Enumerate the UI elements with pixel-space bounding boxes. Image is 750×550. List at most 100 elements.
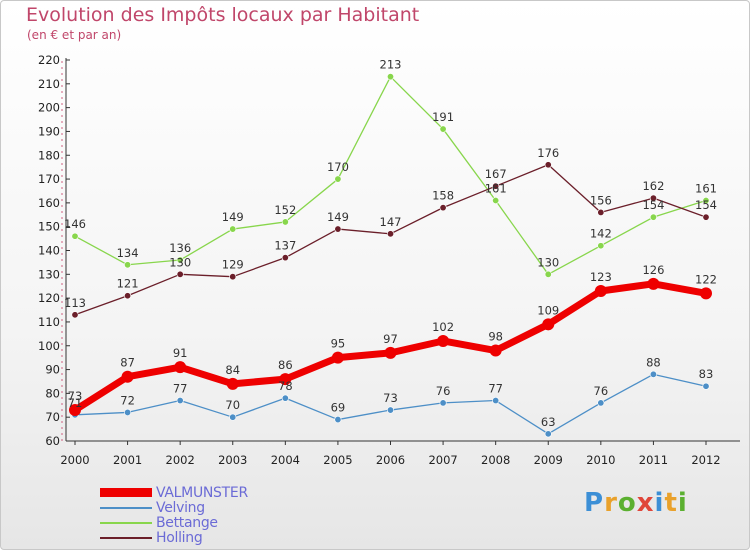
point-bettange	[176, 256, 184, 264]
y-tick-label: 90	[45, 363, 60, 377]
point-holling	[71, 311, 79, 319]
x-tick-label: 2000	[60, 453, 89, 467]
data-label-valmunster: 98	[488, 330, 503, 344]
y-tick-label: 100	[38, 339, 60, 353]
y-tick-label: 150	[38, 220, 60, 234]
data-label-velving: 83	[699, 367, 714, 381]
point-velving	[649, 370, 657, 378]
y-tick-label: 80	[45, 386, 60, 400]
legend-label-valmunster: VALMUNSTER	[156, 484, 248, 501]
legend-item-velving: Velving	[100, 500, 248, 516]
data-label-velving: 70	[225, 398, 240, 412]
data-label-holling: 129	[222, 258, 244, 272]
data-label-bettange: 134	[117, 246, 139, 260]
y-tick-label: 160	[38, 196, 60, 210]
data-label-valmunster: 97	[383, 332, 398, 346]
point-velving	[544, 430, 552, 438]
y-tick-label: 210	[38, 77, 60, 91]
point-velving	[702, 382, 710, 390]
point-valmunster	[437, 334, 450, 347]
data-label-velving: 78	[278, 379, 293, 393]
y-tick-label: 60	[45, 434, 60, 448]
data-label-valmunster: 87	[120, 356, 135, 370]
data-label-bettange: 146	[64, 217, 86, 231]
point-valmunster	[594, 284, 607, 297]
x-tick-label: 2012	[691, 453, 720, 467]
x-tick-label: 2002	[166, 453, 195, 467]
point-velving	[334, 416, 342, 424]
data-label-bettange: 191	[432, 110, 454, 124]
point-valmunster	[647, 277, 660, 290]
data-label-velving: 88	[646, 355, 661, 369]
legend: VALMUNSTER Velving Bettange Holling	[100, 484, 248, 546]
y-tick-label: 70	[45, 410, 60, 424]
point-bettange	[124, 261, 132, 269]
x-tick-label: 2003	[218, 453, 247, 467]
data-label-velving: 72	[120, 393, 135, 407]
point-bettange	[229, 225, 237, 233]
data-label-valmunster: 102	[432, 320, 454, 334]
legend-swatch-velving	[100, 506, 152, 509]
data-label-velving: 76	[436, 384, 451, 398]
proxiti-logo: Proxiti	[584, 488, 688, 518]
data-label-valmunster: 95	[331, 337, 346, 351]
data-label-valmunster: 86	[278, 358, 293, 372]
point-valmunster	[174, 361, 187, 374]
point-bettange	[544, 270, 552, 278]
data-label-holling: 154	[695, 198, 717, 212]
data-label-bettange: 136	[169, 241, 191, 255]
y-tick-label: 220	[38, 53, 60, 67]
point-holling	[649, 194, 657, 202]
data-label-valmunster: 84	[225, 363, 240, 377]
point-velving	[176, 397, 184, 405]
data-label-bettange: 152	[274, 203, 296, 217]
legend-swatch-valmunster	[100, 488, 152, 497]
x-tick-label: 2009	[534, 453, 563, 467]
data-label-holling: 130	[169, 255, 191, 269]
data-label-velving: 77	[488, 382, 503, 396]
point-holling	[229, 273, 237, 281]
data-label-holling: 176	[537, 146, 559, 160]
y-tick-label: 140	[38, 244, 60, 258]
point-velving	[439, 399, 447, 407]
legend-item-bettange: Bettange	[100, 515, 248, 531]
data-label-holling: 147	[380, 215, 402, 229]
point-bettange	[71, 232, 79, 240]
data-label-valmunster: 109	[537, 303, 559, 317]
legend-swatch-holling	[100, 536, 152, 539]
point-valmunster	[542, 318, 555, 331]
data-label-velving: 71	[68, 396, 83, 410]
data-label-holling: 158	[432, 189, 454, 203]
point-valmunster	[384, 346, 397, 359]
y-tick-label: 110	[38, 315, 60, 329]
point-holling	[176, 270, 184, 278]
data-label-bettange: 161	[695, 181, 717, 195]
x-tick-label: 2007	[428, 453, 457, 467]
point-bettange	[439, 125, 447, 133]
data-label-velving: 76	[594, 384, 609, 398]
x-tick-label: 2008	[481, 453, 510, 467]
legend-item-holling: Holling	[100, 529, 248, 546]
y-tick-label: 180	[38, 148, 60, 162]
legend-item-valmunster: VALMUNSTER	[100, 484, 248, 501]
point-bettange	[281, 218, 289, 226]
data-label-valmunster: 122	[695, 272, 717, 286]
point-bettange	[386, 73, 394, 81]
point-holling	[597, 208, 605, 216]
data-label-velving: 73	[383, 391, 398, 405]
y-tick-label: 200	[38, 101, 60, 115]
y-tick-label: 190	[38, 124, 60, 138]
point-bettange	[334, 175, 342, 183]
x-tick-label: 2004	[271, 453, 300, 467]
point-holling	[281, 254, 289, 262]
legend-label-holling: Holling	[156, 529, 203, 546]
point-bettange	[702, 196, 710, 204]
point-holling	[124, 292, 132, 300]
point-velving	[492, 397, 500, 405]
point-holling	[492, 182, 500, 190]
point-velving	[229, 413, 237, 421]
data-label-holling: 137	[274, 239, 296, 253]
data-label-holling: 167	[485, 167, 507, 181]
point-holling	[439, 204, 447, 212]
